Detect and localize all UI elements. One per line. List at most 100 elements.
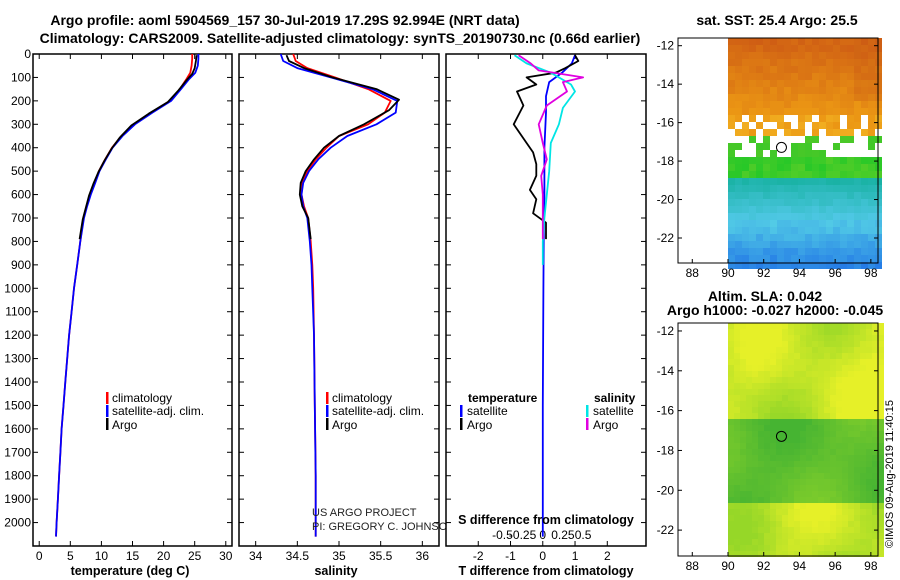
sst-cell — [728, 185, 735, 192]
map-y-tick-label: -16 — [657, 404, 675, 418]
sst-cell — [728, 73, 735, 80]
sst-cell — [735, 262, 742, 269]
sst-cell — [861, 157, 868, 164]
sla-cell — [806, 509, 812, 515]
sla-cell — [758, 449, 764, 455]
sst-map-title: sat. SST: 25.4 Argo: 25.5 — [696, 12, 858, 28]
sla-cell — [872, 461, 878, 467]
series-line-t-satellite — [541, 54, 576, 537]
sla-cell — [854, 371, 860, 377]
sst-cell — [805, 45, 812, 52]
map-y-tick-label: -14 — [657, 364, 675, 378]
sla-cell — [728, 359, 734, 365]
sst-cell — [798, 157, 805, 164]
sla-cell — [854, 365, 860, 371]
sla-cell — [854, 485, 860, 491]
sla-cell — [764, 383, 770, 389]
sla-cell — [860, 347, 866, 353]
sst-cell — [833, 45, 840, 52]
x-tick-label: 1 — [572, 549, 579, 563]
sla-cell — [776, 401, 782, 407]
difference-xlabel-top: S difference from climatology — [458, 513, 634, 527]
sla-cell — [734, 497, 740, 503]
sla-cell — [812, 545, 818, 551]
sst-cell — [840, 80, 847, 87]
sla-cell — [782, 419, 788, 425]
sla-cell — [830, 485, 836, 491]
sla-cell — [800, 485, 806, 491]
sla-cell — [782, 443, 788, 449]
sla-cell — [746, 353, 752, 359]
sla-cell — [794, 527, 800, 533]
sst-cell — [861, 171, 868, 178]
sst-cell — [798, 199, 805, 206]
legend-t-sat-label: satellite — [467, 404, 508, 418]
sst-cell — [756, 108, 763, 115]
sla-cell — [860, 533, 866, 539]
sla-cell — [758, 425, 764, 431]
sla-cell — [758, 395, 764, 401]
sla-cell — [860, 539, 866, 545]
sst-cell — [756, 262, 763, 269]
sla-cell — [758, 347, 764, 353]
sla-cell — [758, 329, 764, 335]
sla-cell — [824, 521, 830, 527]
sla-cell — [842, 323, 848, 329]
sla-cell — [818, 347, 824, 353]
y-tick-label: 2000 — [4, 516, 31, 530]
sla-cell — [854, 377, 860, 383]
sla-cell — [848, 395, 854, 401]
sla-map-title2: Argo h1000: -0.027 h2000: -0.045 — [667, 302, 884, 318]
sla-cell — [866, 479, 872, 485]
sla-cell — [752, 473, 758, 479]
sla-cell — [842, 527, 848, 533]
sla-cell — [848, 419, 854, 425]
sla-cell — [806, 419, 812, 425]
sla-cell — [872, 407, 878, 413]
sla-cell — [734, 521, 740, 527]
sst-cell — [777, 213, 784, 220]
sla-cell — [812, 401, 818, 407]
sla-cell — [872, 509, 878, 515]
sst-cell — [861, 108, 868, 115]
sla-cell — [842, 389, 848, 395]
sla-cell — [734, 479, 740, 485]
sla-cell — [740, 395, 746, 401]
sst-cell — [777, 38, 784, 45]
sla-cell — [818, 389, 824, 395]
sla-cell — [728, 431, 734, 437]
sst-cell — [861, 59, 868, 66]
sla-cell — [854, 455, 860, 461]
sla-cell — [866, 341, 872, 347]
sla-cell — [794, 497, 800, 503]
sla-cell — [788, 407, 794, 413]
sla-cell — [860, 545, 866, 551]
legend-t-sat-swatch — [460, 405, 463, 417]
sst-cell — [826, 45, 833, 52]
sla-cell — [794, 431, 800, 437]
sla-cell — [830, 479, 836, 485]
sla-cell — [848, 473, 854, 479]
sst-cell — [742, 122, 749, 129]
sla-cell — [836, 455, 842, 461]
sst-cell — [812, 129, 819, 136]
sla-cell — [830, 419, 836, 425]
y-tick-label: 1800 — [4, 469, 31, 483]
sla-cell — [758, 509, 764, 515]
sst-cell — [805, 80, 812, 87]
sla-cell — [878, 497, 884, 503]
sla-cell — [806, 407, 812, 413]
sla-cell — [860, 359, 866, 365]
sst-cell — [833, 192, 840, 199]
sla-cell — [740, 365, 746, 371]
sla-cell — [800, 539, 806, 545]
sla-cell — [782, 455, 788, 461]
sst-cell — [812, 122, 819, 129]
sla-cell — [764, 449, 770, 455]
sla-cell — [728, 497, 734, 503]
sst-cell — [861, 199, 868, 206]
sst-cell — [728, 101, 735, 108]
sla-cell — [830, 515, 836, 521]
sla-cell — [794, 539, 800, 545]
sla-cell — [794, 353, 800, 359]
